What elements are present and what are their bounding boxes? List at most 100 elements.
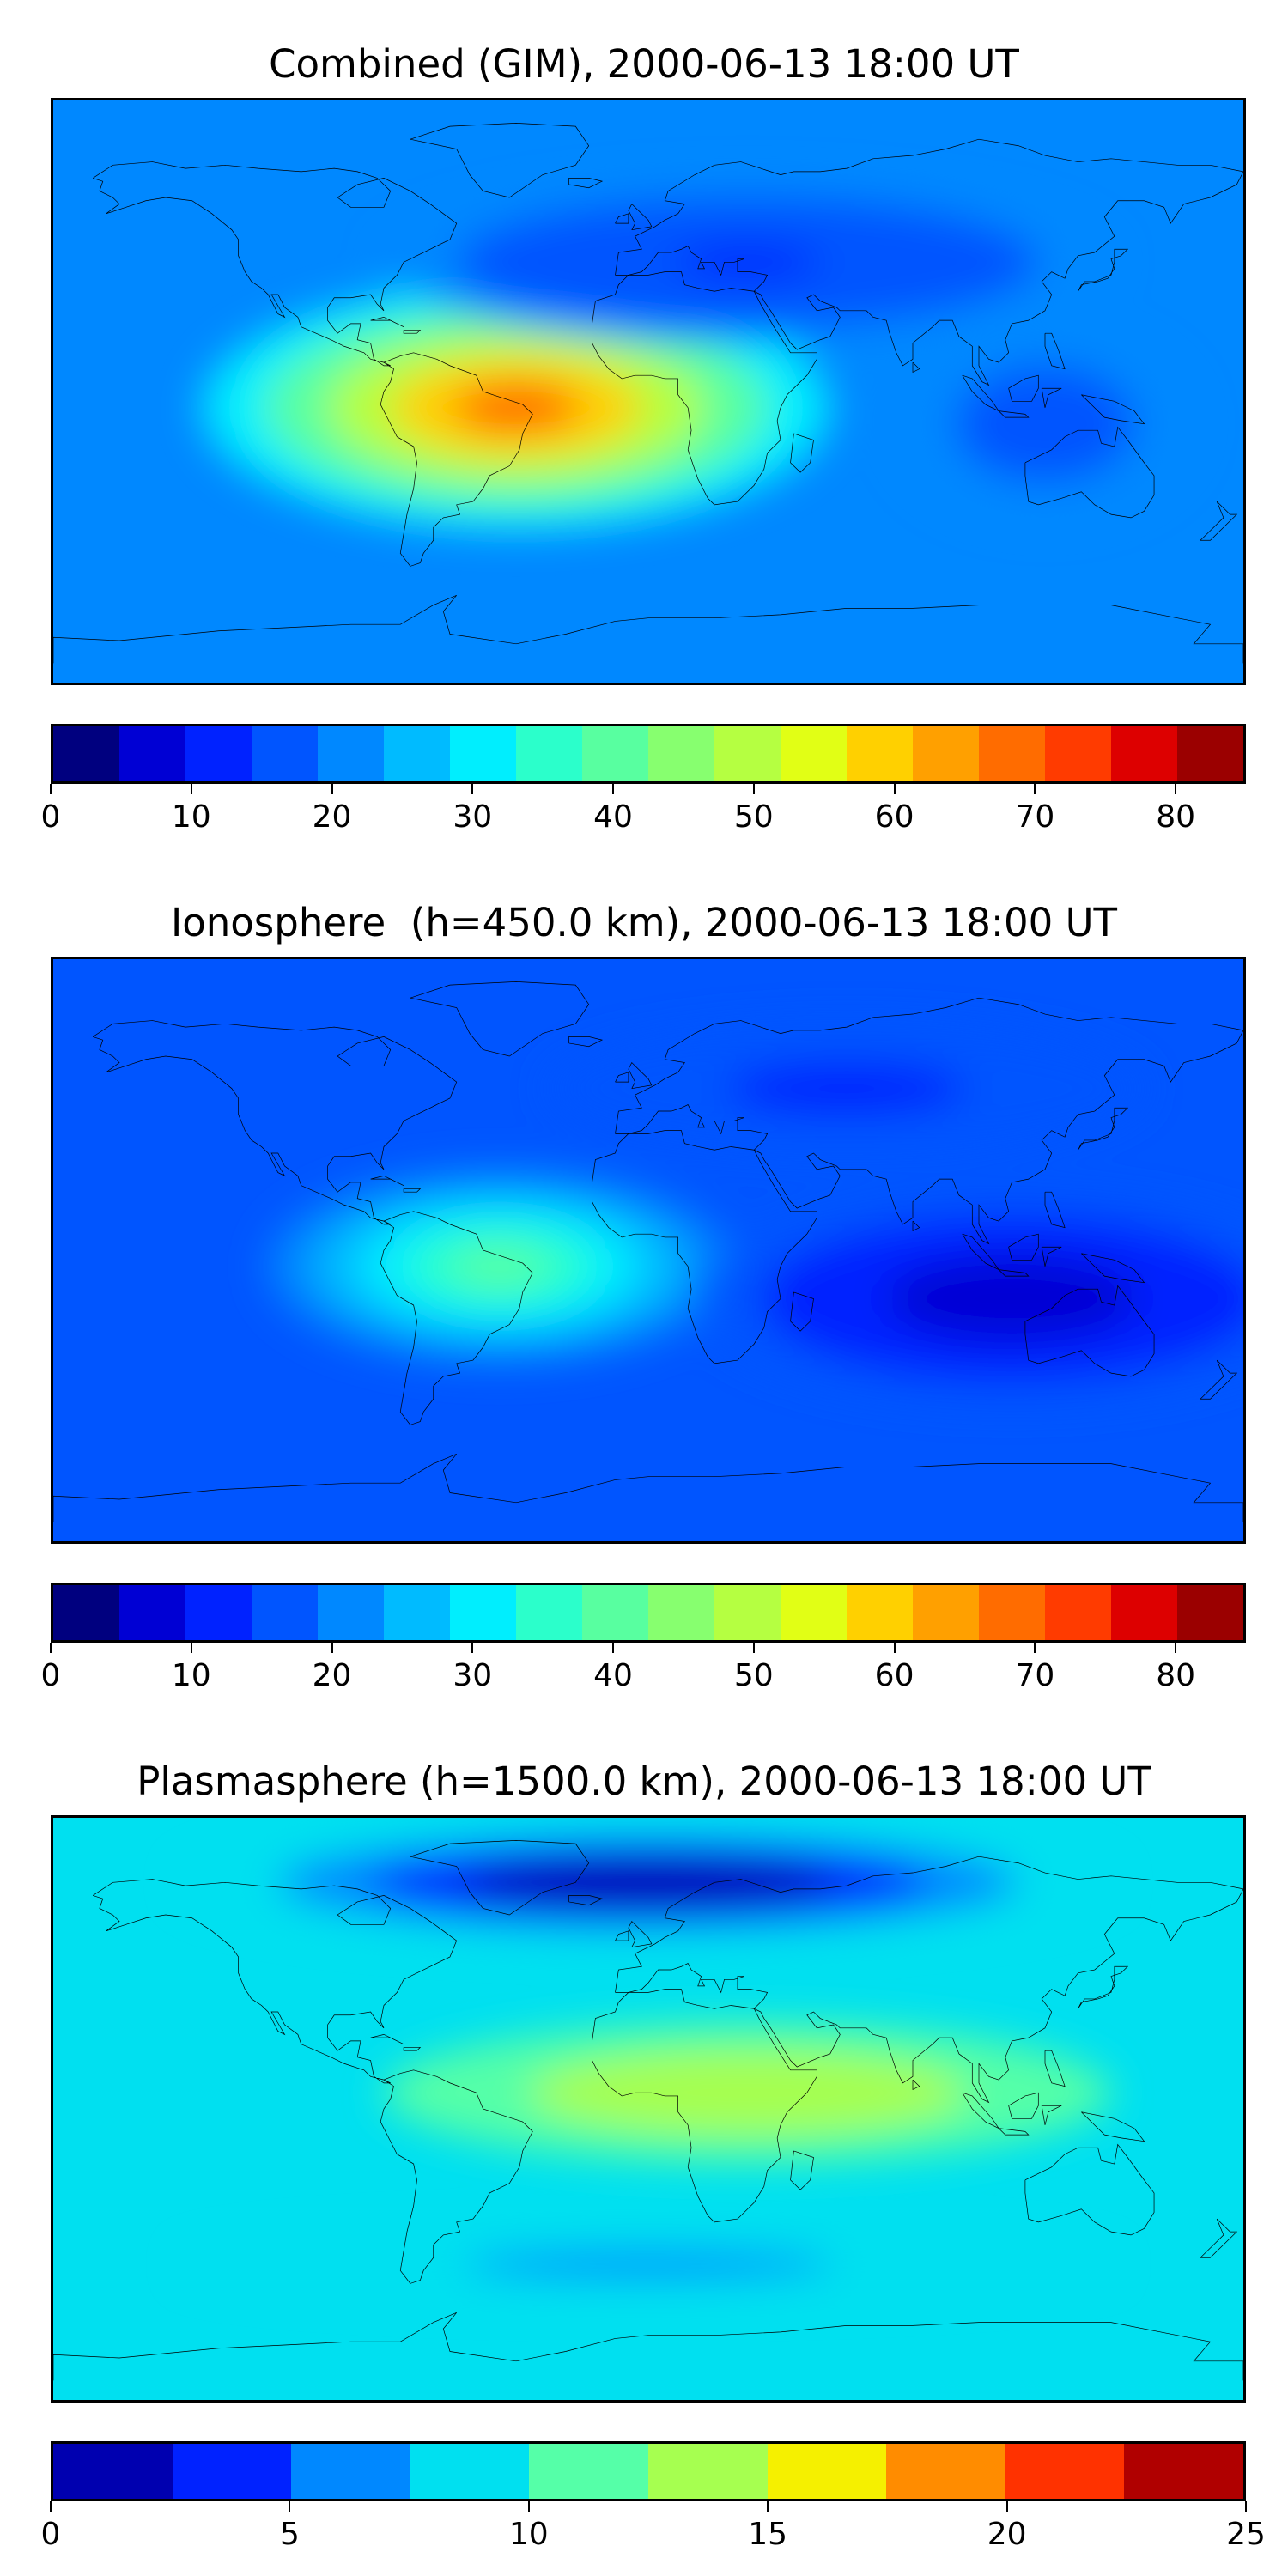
colorbar-segment [648, 1585, 714, 1640]
coastlines-ionosphere [53, 959, 1243, 1541]
coastline-20 [404, 1188, 420, 1192]
colorbar-segment [582, 1585, 648, 1640]
coastline-6 [1025, 2144, 1154, 2234]
field-contour-3-4 [787, 1075, 907, 1102]
colorbar-tick [752, 1643, 755, 1653]
coastline-14 [1009, 2093, 1039, 2118]
coastline-16 [1081, 1254, 1144, 1283]
colorbar-segment [1124, 2444, 1243, 2499]
colorbar-tick-label: 25 [1226, 2517, 1266, 2552]
field-contour-2-4 [556, 1870, 741, 1894]
colorbar-plasmasphere [51, 2441, 1246, 2501]
coastline-20 [404, 2047, 420, 2050]
colorbar-segment [767, 2444, 887, 2499]
field-contour-2-4 [949, 1278, 1075, 1320]
coastline-15 [1042, 388, 1061, 408]
colorbar-segment [781, 726, 847, 781]
colorbar-segment [886, 2444, 1005, 2499]
colorbar-tick [471, 1643, 474, 1653]
colorbar-ticks-ionosphere: 0 10 20 30 40 50 60 70 80 [41, 1643, 1246, 1703]
colorbar-tick [1175, 1643, 1177, 1653]
field-contour-1-4 [453, 1247, 546, 1286]
colorbar-segment [1111, 1585, 1177, 1640]
coastline-5 [791, 1292, 814, 1331]
colorbar-tick-label: 10 [508, 2517, 549, 2552]
colorbar-segment [648, 726, 714, 781]
coastline-13 [999, 411, 1029, 418]
coastline-18 [913, 1221, 920, 1230]
colorbar-tick [190, 784, 192, 794]
colorbar-segment [450, 726, 516, 781]
map-ionosphere [51, 957, 1246, 1544]
coastline-2 [380, 2070, 532, 2284]
colorbar-segment [714, 726, 781, 781]
map-combined [51, 98, 1246, 685]
coastlines-plasmasphere [53, 1818, 1243, 2400]
colorbar-tick-label: 30 [453, 799, 493, 835]
colorbar-segment [1177, 726, 1243, 781]
colorbar-ticks-combined: 0 10 20 30 40 50 60 70 80 [41, 784, 1246, 844]
colorbar-segment [450, 1585, 516, 1640]
colorbar-segment [516, 726, 582, 781]
colorbar-tick [612, 1643, 615, 1653]
colorbar-tick-label: 15 [748, 2517, 788, 2552]
colorbar-tick-label: 70 [1015, 799, 1055, 835]
coastline-8 [1078, 249, 1128, 291]
colorbar-tick [1034, 1643, 1036, 1653]
coastline-0 [93, 162, 457, 366]
coastline-8 [1078, 1966, 1128, 2008]
map-plasmasphere [51, 1815, 1246, 2403]
coastline-15 [1042, 2105, 1061, 2125]
colorbar-segment [252, 1585, 318, 1640]
coastline-12 [963, 375, 999, 410]
colorbar-tick-label: 20 [312, 1658, 352, 1693]
coastline-3 [616, 1856, 1244, 2102]
colorbar-tick [471, 784, 474, 794]
colorbar-tick-label: 70 [1015, 1658, 1055, 1693]
field-contour-4-4 [1015, 404, 1075, 444]
coastline-1 [410, 1840, 589, 1915]
colorbar-segment [781, 1585, 847, 1640]
coastline-20 [404, 330, 420, 333]
colorbar-tick-label: 10 [171, 799, 211, 835]
coastline-0 [93, 1880, 457, 2083]
coastline-7 [1200, 501, 1236, 540]
colorbar-tick-label: 20 [312, 799, 352, 835]
colorbar-tick [1005, 2501, 1008, 2512]
colorbar-segment [318, 726, 384, 781]
coastline-8 [1078, 1108, 1128, 1150]
coastline-4 [592, 272, 817, 505]
coastline-19 [371, 2034, 404, 2044]
coastlines-combined [53, 100, 1243, 683]
colorbar-tick [289, 2501, 291, 2512]
coastline-2 [380, 1212, 532, 1425]
colorbar-segment [647, 2444, 768, 2499]
coastline-3 [616, 139, 1244, 385]
coastline-6 [1025, 1285, 1154, 1376]
coastline-21 [53, 1454, 1243, 1522]
coastline-5 [791, 2151, 814, 2190]
coastline-5 [791, 434, 814, 472]
colorbar-segment [291, 2444, 410, 2499]
colorbar-segment [318, 1585, 384, 1640]
colorbar-tick [612, 784, 615, 794]
coastline-4 [592, 1131, 817, 1364]
colorbar-tick-label: 0 [40, 799, 61, 835]
coastline-11 [569, 1036, 603, 1046]
colorbar-segment [1111, 726, 1177, 781]
coastline-7 [1200, 1360, 1236, 1399]
coastline-6 [1025, 427, 1154, 517]
colorbar-segment [1005, 2444, 1125, 2499]
colorbar-tick-label: 60 [874, 1658, 914, 1693]
coastline-9 [629, 1922, 652, 1947]
colorbar-tick-label: 0 [40, 1658, 61, 1693]
colorbar-tick [331, 1643, 333, 1653]
colorbar-segment [119, 1585, 185, 1640]
colorbar-segment [172, 2444, 292, 2499]
colorbar-segment [53, 2444, 173, 2499]
colorbar-segment [913, 1585, 979, 1640]
colorbar-tick [893, 784, 896, 794]
coastline-18 [913, 2080, 920, 2089]
coastline-13 [999, 2129, 1029, 2136]
colorbar-tick-label: 0 [40, 2517, 61, 2552]
